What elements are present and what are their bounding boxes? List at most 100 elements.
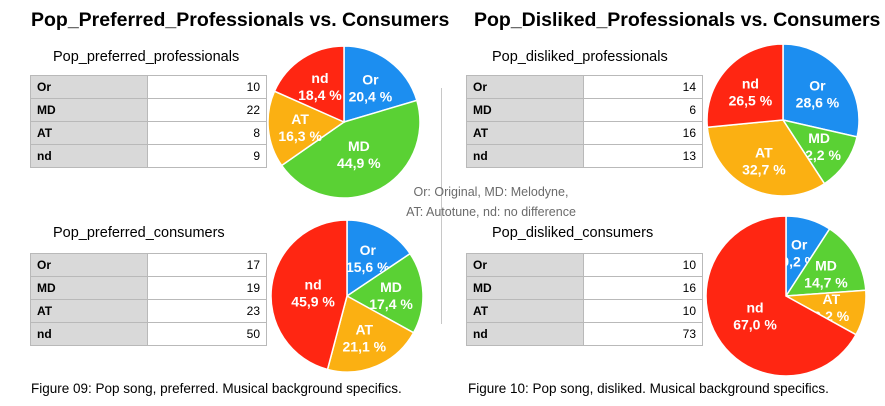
- data-table: Or 14 MD 6 AT 16 nd 13: [466, 75, 703, 168]
- value-cell: 73: [583, 322, 703, 346]
- category-cell: MD: [466, 276, 584, 300]
- right-panel-title: Pop_Disliked_Professionals vs. Consumers: [474, 9, 881, 31]
- table-row: MD 22: [30, 98, 267, 122]
- slice-category-label: AT: [291, 111, 309, 127]
- pie-slice-nd: [706, 43, 784, 129]
- value-cell: 23: [147, 299, 267, 323]
- table-row: AT 23: [30, 299, 267, 323]
- slice-category-label: nd: [746, 299, 763, 315]
- value-cell: 13: [583, 144, 703, 168]
- slice-category-label: MD: [815, 257, 837, 273]
- slice-category-label: Or: [362, 72, 379, 88]
- slice-percent-label: 28,6 %: [796, 95, 840, 111]
- category-cell: Or: [30, 253, 148, 277]
- value-cell: 16: [583, 121, 703, 145]
- table-row: nd 73: [466, 322, 703, 346]
- figure-caption-right: Figure 10: Pop song, disliked. Musical b…: [468, 381, 829, 396]
- slice-category-label: MD: [348, 138, 370, 154]
- category-cell: MD: [30, 276, 148, 300]
- pie-slice-or: [782, 43, 860, 138]
- category-cell: nd: [30, 322, 148, 346]
- value-cell: 9: [147, 144, 267, 168]
- slice-percent-label: 16,3 %: [278, 128, 322, 144]
- table-row: Or 10: [30, 75, 267, 99]
- slice-category-label: nd: [742, 75, 759, 91]
- table-row: Or 14: [466, 75, 703, 99]
- data-table: Or 17 MD 19 AT 23 nd 50: [30, 253, 267, 346]
- category-cell: nd: [30, 144, 148, 168]
- pie-slice-nd: [273, 45, 345, 124]
- table-row: nd 9: [30, 144, 267, 168]
- value-cell: 50: [147, 322, 267, 346]
- value-cell: 10: [583, 299, 703, 323]
- pie-slice-at: [706, 119, 826, 197]
- slice-percent-label: 26,5 %: [729, 92, 773, 108]
- table-title: Pop_preferred_consumers: [53, 225, 225, 241]
- slice-category-label: nd: [305, 277, 322, 293]
- slice-percent-label: 44,9 %: [337, 155, 381, 171]
- table-row: MD 16: [466, 276, 703, 300]
- table-row: AT 10: [466, 299, 703, 323]
- category-cell: nd: [466, 144, 584, 168]
- pie-slice-nd: [270, 219, 348, 371]
- slice-percent-label: 67,0 %: [733, 316, 777, 332]
- left-panel-title: Pop_Preferred_Professionals vs. Consumer…: [31, 9, 450, 31]
- table-title: Pop_disliked_consumers: [492, 225, 654, 241]
- slice-category-label: nd: [311, 70, 328, 86]
- value-cell: 14: [583, 75, 703, 99]
- pie-slice-at: [326, 294, 415, 373]
- table-row: nd 13: [466, 144, 703, 168]
- pie-slice-or: [343, 45, 418, 124]
- category-cell: AT: [30, 121, 148, 145]
- value-cell: 8: [147, 121, 267, 145]
- slice-category-label: AT: [823, 291, 841, 307]
- category-cell: nd: [466, 322, 584, 346]
- category-cell: AT: [30, 299, 148, 323]
- table-row: AT 8: [30, 121, 267, 145]
- pie-slice-md: [345, 252, 424, 334]
- category-cell: AT: [466, 299, 584, 323]
- slice-category-label: MD: [808, 130, 830, 146]
- value-cell: 19: [147, 276, 267, 300]
- data-table: Or 10 MD 22 AT 8 nd 9: [30, 75, 267, 168]
- slice-category-label: Or: [791, 237, 808, 253]
- value-cell: 10: [147, 75, 267, 99]
- slice-category-label: MD: [380, 279, 402, 295]
- table-title: Pop_preferred_professionals: [53, 49, 240, 65]
- table-row: Or 10: [466, 253, 703, 277]
- slice-percent-label: 32,7 %: [742, 162, 786, 178]
- slice-category-label: AT: [355, 322, 373, 338]
- slice-percent-label: 45,9 %: [291, 294, 335, 310]
- slice-category-label: Or: [360, 242, 377, 258]
- category-cell: MD: [466, 98, 584, 122]
- data-table: Or 10 MD 16 AT 10 nd 73: [466, 253, 703, 346]
- note-line-2: AT: Autotune, nd: no difference: [406, 205, 576, 219]
- pie-slice-md: [781, 118, 858, 185]
- table-row: Or 17: [30, 253, 267, 277]
- note-line-1: Or: Original, MD: Melodyne,: [413, 185, 569, 199]
- table-title: Pop_disliked_professionals: [492, 49, 668, 65]
- panel-divider: [441, 88, 442, 324]
- value-cell: 16: [583, 276, 703, 300]
- category-cell: Or: [30, 75, 148, 99]
- pie-slice-md: [784, 227, 867, 297]
- pie-slice-nd: [705, 215, 858, 377]
- pie-slice-at: [267, 90, 346, 167]
- value-cell: 10: [583, 253, 703, 277]
- slice-category-label: AT: [755, 145, 773, 161]
- slice-percent-label: 21,1 %: [343, 339, 387, 355]
- table-row: MD 19: [30, 276, 267, 300]
- table-row: MD 6: [466, 98, 703, 122]
- abbreviation-note: Or: Original, MD: Melodyne, AT: Autotune…: [398, 182, 584, 222]
- table-row: nd 50: [30, 322, 267, 346]
- slice-percent-label: 17,4 %: [369, 296, 413, 312]
- slice-category-label: Or: [809, 78, 826, 94]
- slice-percent-label: 20,4 %: [349, 89, 393, 105]
- figure-caption-left: Figure 09: Pop song, preferred. Musical …: [31, 381, 402, 396]
- value-cell: 22: [147, 98, 267, 122]
- pie-slice-or: [346, 219, 412, 298]
